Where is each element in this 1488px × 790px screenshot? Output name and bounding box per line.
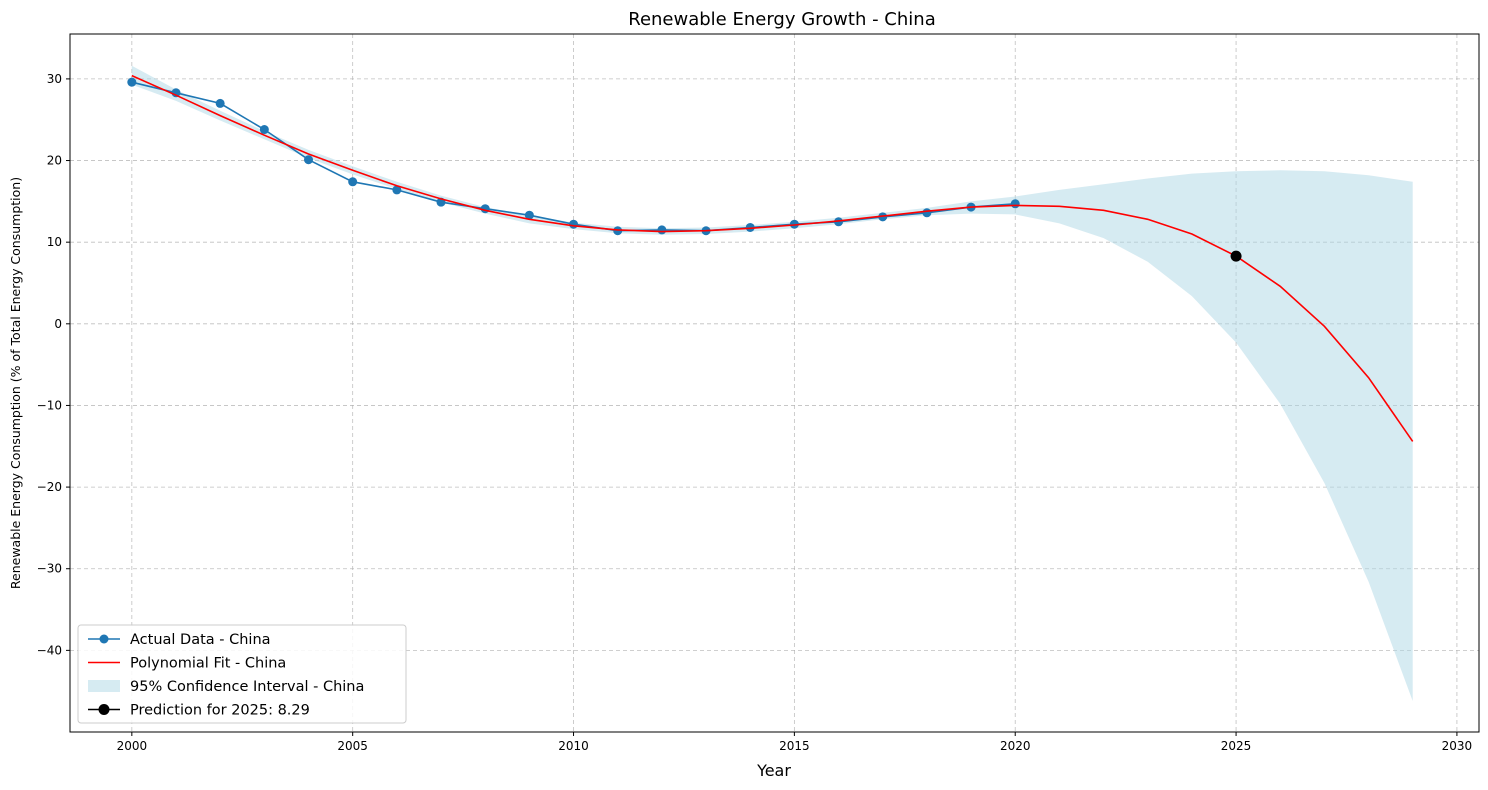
legend-swatch-band [88, 680, 120, 692]
actual-data-point [304, 155, 314, 165]
y-tick-label: −10 [37, 398, 62, 412]
actual-data-point [613, 226, 623, 236]
prediction-point [1230, 250, 1242, 262]
x-axis-label: Year [756, 761, 791, 780]
chart-title: Renewable Energy Growth - China [628, 9, 935, 30]
legend-label: Actual Data - China [130, 632, 271, 648]
actual-data-point [1010, 199, 1020, 209]
actual-data-point [657, 225, 667, 235]
legend-swatch-marker [98, 704, 110, 715]
y-tick-label: 30 [47, 72, 62, 86]
tick-labels: 2000 2005 2010 2015 2020 2025 20303020100−10−2… [37, 72, 1473, 753]
x-tick-label: 2010 [558, 739, 589, 753]
x-tick-label: 2020 [1000, 739, 1031, 753]
actual-data-point [834, 217, 844, 227]
y-tick-label: 10 [47, 235, 62, 249]
x-tick-label: 2005 [337, 739, 368, 753]
legend-label: Prediction for 2025: 8.29 [130, 703, 310, 719]
actual-data-point [569, 219, 579, 229]
y-axis-label: Renewable Energy Consumption (% of Total… [8, 177, 23, 589]
actual-data-point [127, 77, 137, 87]
actual-data-point [348, 177, 358, 187]
y-tick-label: 0 [54, 317, 62, 331]
actual-data-point [215, 98, 225, 108]
legend-box [77, 624, 407, 724]
axes [66, 33, 1480, 736]
actual-data-point [922, 208, 932, 218]
legend-swatch-marker [99, 634, 109, 644]
y-tick-label: 20 [47, 154, 62, 168]
legend-label: Polynomial Fit - China [130, 656, 286, 672]
plot-frame [69, 33, 1480, 733]
x-tick-label: 2000 [117, 739, 148, 753]
confidence-band [131, 65, 1413, 702]
actual-data-point [524, 210, 534, 220]
actual-data-point [392, 185, 402, 195]
y-tick-label: −30 [37, 562, 62, 576]
legend-label: 95% Confidence Interval - China [130, 679, 364, 695]
y-tick-label: −20 [37, 480, 62, 494]
actual-data-point [745, 222, 755, 232]
x-tick-label: 2025 [1221, 739, 1252, 753]
confidence-band-layer [131, 65, 1413, 702]
grid-lines [70, 34, 1479, 732]
y-tick-label: −40 [37, 643, 62, 657]
actual-data-point [259, 125, 269, 135]
legend: Actual Data - China Polynomial Fit - Chin… [77, 624, 407, 724]
x-tick-label: 2015 [779, 739, 810, 753]
series-lines-layer [127, 74, 1414, 442]
x-tick-label: 2030 [1442, 739, 1473, 753]
fit-line [131, 74, 1414, 442]
